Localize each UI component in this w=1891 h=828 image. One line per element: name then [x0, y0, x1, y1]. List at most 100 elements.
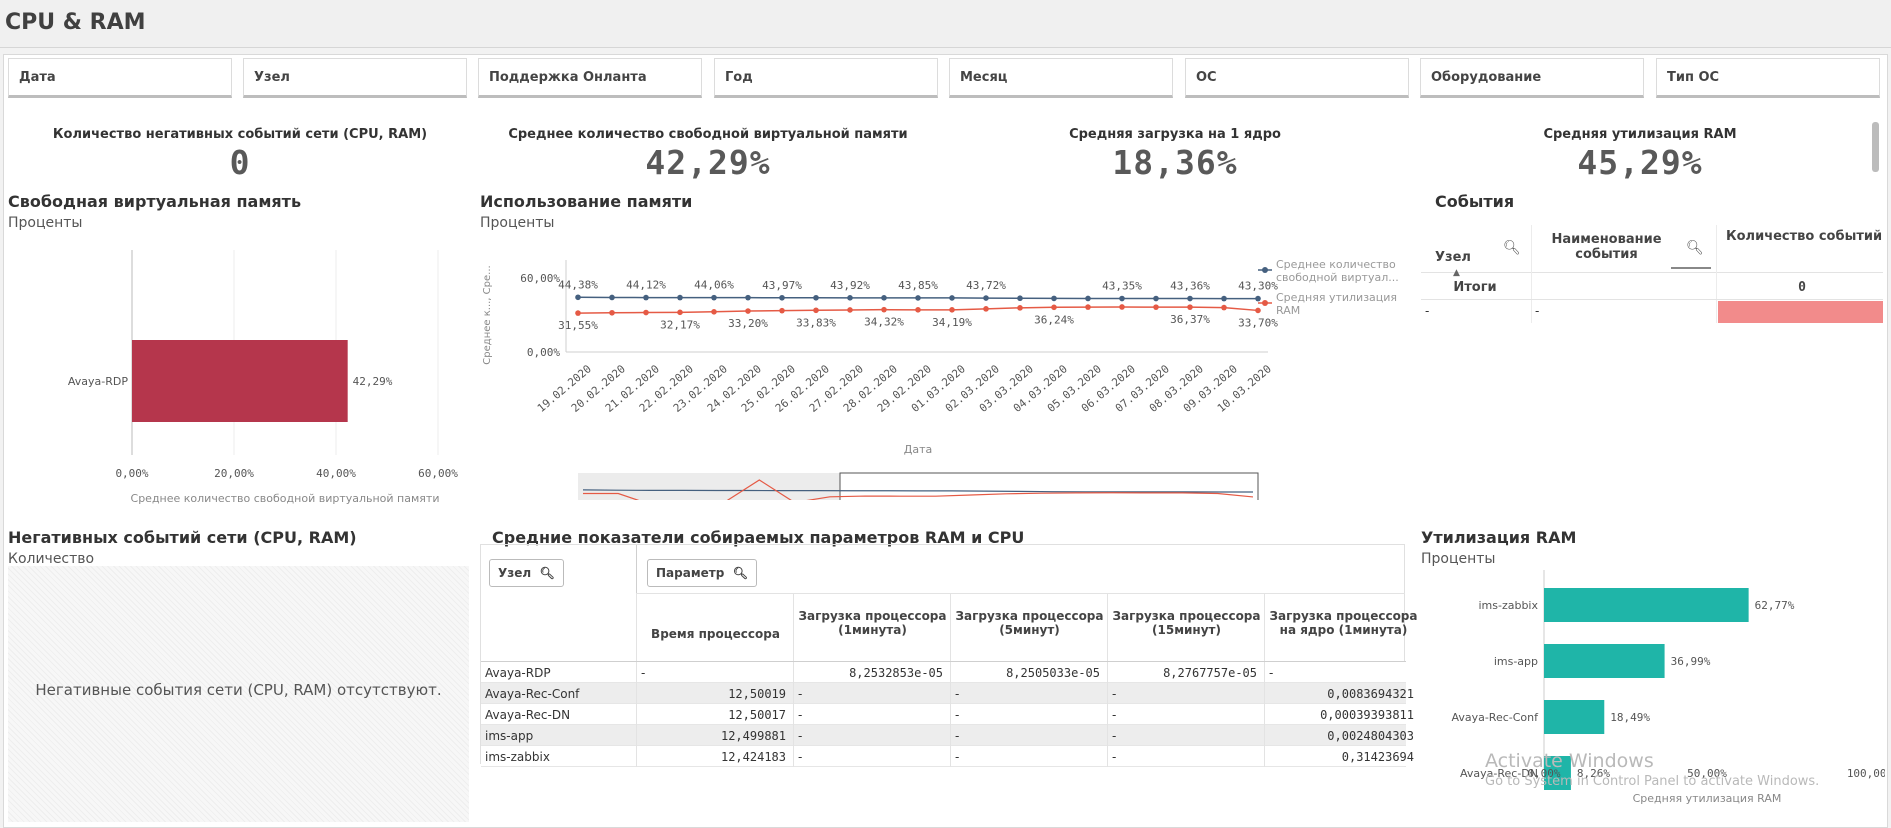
bar-Avaya-RDP[interactable] — [132, 340, 348, 422]
events-col-node[interactable]: Узел — [1435, 250, 1471, 265]
legend-label[interactable]: свободной виртуал... — [1276, 271, 1399, 284]
data-point[interactable] — [881, 306, 887, 313]
events-col-name[interactable]: Наименование события — [1551, 232, 1662, 262]
data-point[interactable] — [1255, 307, 1261, 314]
row-node[interactable]: ims-zabbix — [485, 750, 550, 764]
data-point[interactable] — [1255, 295, 1261, 302]
row-node[interactable]: Avaya-Rec-Conf — [485, 687, 580, 701]
point-label: 33,70% — [1238, 316, 1278, 329]
row-node[interactable]: Avaya-RDP — [485, 666, 551, 680]
free-vm-subtitle: Проценты — [8, 215, 83, 231]
data-point[interactable] — [983, 295, 989, 301]
data-point[interactable] — [881, 295, 887, 301]
data-point[interactable] — [1153, 304, 1159, 310]
row-node[interactable]: Avaya-Rec-DN — [485, 708, 571, 722]
data-point[interactable] — [643, 294, 649, 301]
data-point[interactable] — [1221, 295, 1227, 302]
data-point[interactable] — [1085, 304, 1091, 310]
filter-hardware[interactable]: Оборудование — [1420, 58, 1644, 98]
node-dimension-button[interactable]: Узел 🔍︎ — [489, 559, 564, 587]
data-point[interactable] — [711, 294, 717, 301]
data-point[interactable] — [1051, 295, 1057, 302]
table-row — [481, 725, 1406, 746]
data-point[interactable] — [1119, 295, 1125, 302]
events-node-search-icon[interactable]: 🔍︎ — [1503, 240, 1521, 256]
filter-date[interactable]: Дата — [8, 58, 232, 98]
category-label: Avaya-Rec-DN — [1460, 767, 1538, 780]
data-point[interactable] — [745, 294, 751, 301]
table-cell: 0,31423694 — [1341, 750, 1414, 764]
events-col-count[interactable]: Количество событий сети (CPU, RAM) — [1726, 229, 1886, 244]
kpi-core-load-value: 18,36% — [1112, 143, 1238, 182]
data-point[interactable] — [847, 307, 853, 313]
ram-util-title: Утилизация RAM — [1421, 528, 1577, 547]
column-header[interactable]: Загрузка процессора (15минут) — [1112, 609, 1261, 637]
data-point[interactable] — [575, 294, 581, 301]
bar-ims-zabbix[interactable] — [1544, 588, 1749, 622]
data-point[interactable] — [1187, 295, 1193, 302]
data-point[interactable] — [983, 306, 989, 312]
navigator-selection[interactable] — [839, 472, 1259, 500]
data-point[interactable] — [1119, 304, 1125, 310]
data-point[interactable] — [1017, 305, 1023, 311]
data-point[interactable] — [949, 307, 955, 313]
filter-node[interactable]: Узел — [243, 58, 467, 98]
table-cell: 0,00039393811 — [1320, 708, 1414, 722]
filter-year[interactable]: Год — [714, 58, 938, 98]
events-totals-label: Итоги — [1453, 280, 1497, 295]
data-point[interactable] — [813, 294, 819, 301]
data-point[interactable] — [575, 310, 581, 316]
data-point[interactable] — [915, 295, 921, 301]
x-axis-title: Средняя утилизация RAM — [1633, 792, 1782, 805]
legend-label[interactable]: Средняя утилизация — [1276, 291, 1397, 304]
filter-support[interactable]: Поддержка Онланта — [478, 58, 702, 98]
data-point[interactable] — [1051, 304, 1057, 311]
data-point[interactable] — [779, 307, 785, 314]
table-cell: 0,0083694321 — [1327, 687, 1414, 701]
data-point[interactable] — [677, 294, 683, 301]
data-point[interactable] — [711, 308, 717, 315]
bar-Avaya-Rec-DN[interactable] — [1544, 756, 1571, 790]
filter-month[interactable]: Месяц — [949, 58, 1173, 98]
data-point[interactable] — [847, 295, 853, 301]
data-point[interactable] — [609, 309, 615, 316]
filter-os[interactable]: ОС — [1185, 58, 1409, 98]
data-point[interactable] — [643, 309, 649, 316]
category-label: ims-app — [1494, 655, 1538, 668]
data-point[interactable] — [677, 309, 683, 316]
data-point[interactable] — [745, 308, 751, 314]
data-point[interactable] — [1085, 295, 1091, 302]
ram-util-chart: ims-zabbix 62,77% ims-app 36,99% Avaya-Rec-C… — [1451, 570, 1885, 805]
legend-label[interactable]: Среднее количество — [1276, 258, 1396, 271]
data-point[interactable] — [915, 307, 921, 313]
data-point[interactable] — [949, 295, 955, 301]
column-header[interactable]: Загрузка процессора на ядро (1минута) — [1269, 609, 1418, 637]
kpi-free-vm-label: Среднее количество свободной виртуальной… — [508, 127, 908, 142]
row-node[interactable]: ims-app — [485, 729, 534, 743]
events-name-search-icon[interactable]: 🔍︎ — [1686, 240, 1704, 256]
memory-usage-subtitle: Проценты — [480, 215, 555, 231]
scrollbar-thumb[interactable] — [1872, 122, 1879, 172]
header-divider — [637, 593, 1405, 594]
filter-os-type[interactable]: Тип ОС — [1656, 58, 1880, 98]
x-tick-label: 100,00% — [1847, 767, 1885, 780]
data-point[interactable] — [779, 294, 785, 301]
sort-arrow-icon: ▲ — [1453, 268, 1460, 278]
legend-label[interactable]: RAM — [1276, 304, 1300, 317]
column-header[interactable]: Время процессора — [651, 627, 780, 641]
data-point[interactable] — [1221, 304, 1227, 311]
column-header[interactable]: Загрузка процессора (5минут) — [955, 609, 1104, 637]
data-point[interactable] — [1017, 295, 1023, 302]
parameter-dimension-button[interactable]: Параметр 🔍︎ — [647, 559, 757, 587]
table-cell: 12,424183 — [720, 750, 786, 764]
data-point[interactable] — [1153, 295, 1159, 302]
table-cell: - — [955, 729, 960, 743]
column-header[interactable]: Загрузка процессора (1минута) — [798, 609, 947, 637]
column-divider — [1264, 662, 1265, 767]
bar-Avaya-Rec-Conf[interactable] — [1544, 700, 1605, 734]
header-bottom-border — [481, 661, 1406, 662]
data-point[interactable] — [1187, 304, 1193, 310]
data-point[interactable] — [609, 294, 615, 301]
bar-ims-app[interactable] — [1544, 644, 1665, 678]
data-point[interactable] — [813, 307, 819, 314]
